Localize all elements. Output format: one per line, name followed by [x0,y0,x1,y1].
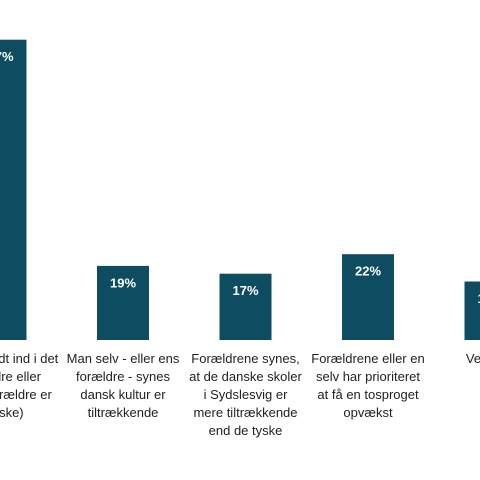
bar [219,273,272,340]
x-tick-label: Forældrene synes, at de danske skoler i … [189,351,302,438]
value-label: 17% [232,283,258,298]
bar [0,39,27,340]
x-tick-label: Forældrene eller en selv har prioriteret… [311,351,425,420]
value-label: 19% [110,275,136,290]
value-label: 22% [355,264,381,279]
bar [464,281,480,340]
value-label: 15% [477,291,480,306]
bar [342,254,394,340]
x-tick-label: Ved ikke [465,351,480,366]
x-tick-label: Man er født ind i det (forældre eller be… [0,351,59,420]
value-label: 77% [0,49,14,64]
x-tick-label: Man selv - eller ens forældre - synes da… [66,351,180,420]
bar [97,265,149,340]
